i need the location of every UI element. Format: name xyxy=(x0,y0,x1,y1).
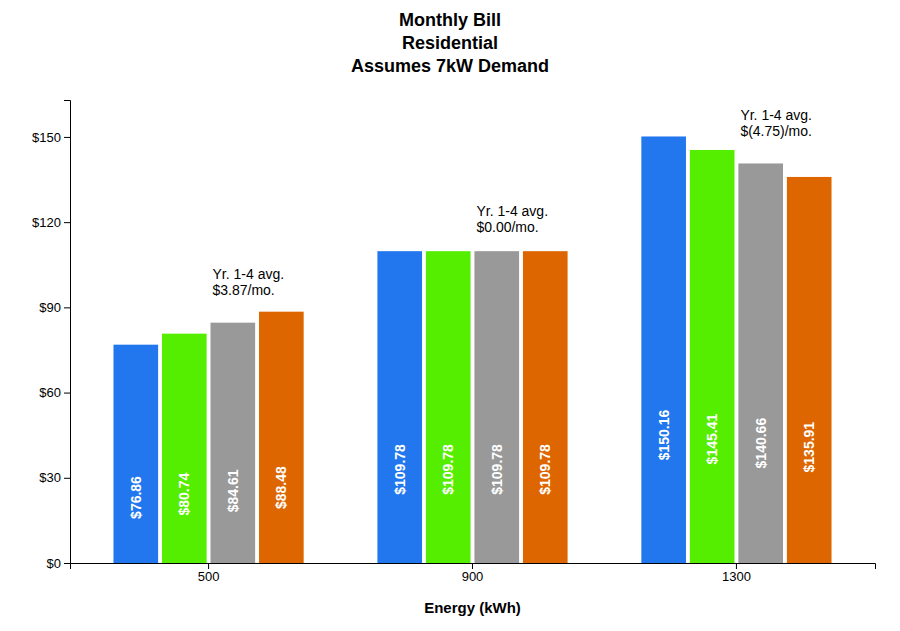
y-axis-line xyxy=(64,101,71,564)
data-label: $109.78 xyxy=(440,444,456,495)
x-tick-mark xyxy=(208,563,209,569)
bar xyxy=(162,334,207,563)
y-tick: $90 xyxy=(39,300,70,315)
x-axis-line xyxy=(71,564,876,570)
bar xyxy=(474,251,519,563)
y-tick-label: $120 xyxy=(32,215,61,230)
x-tick: 1300 xyxy=(722,563,751,584)
bar xyxy=(787,177,832,563)
data-label: $80.74 xyxy=(176,473,192,516)
bars xyxy=(113,136,831,563)
x-tick: 900 xyxy=(462,563,484,584)
bar xyxy=(523,251,568,563)
y-tick: $30 xyxy=(39,470,70,485)
bar xyxy=(259,312,304,563)
x-tick-label: 500 xyxy=(198,569,220,584)
y-tick-mark xyxy=(64,137,70,138)
data-label: $109.78 xyxy=(489,444,505,495)
y-axis: $0 $30 $60 $90 $120 $150 xyxy=(32,101,70,571)
data-label: $145.41 xyxy=(704,414,720,465)
data-label: $140.66 xyxy=(753,418,769,469)
x-tick-mark xyxy=(736,563,737,569)
x-tick-label: 900 xyxy=(462,569,484,584)
y-tick-mark xyxy=(64,393,70,394)
y-tick-mark xyxy=(64,307,70,308)
bar xyxy=(738,163,783,563)
bar xyxy=(426,251,471,563)
bar xyxy=(690,150,735,563)
bar xyxy=(113,345,158,563)
data-label: $109.78 xyxy=(392,444,408,495)
bar xyxy=(641,136,686,563)
y-tick-mark xyxy=(64,478,70,479)
data-label: $109.78 xyxy=(537,444,553,495)
chart: Monthly BillResidentialAssumes 7kW Deman… xyxy=(0,0,900,631)
y-tick-label: $150 xyxy=(32,130,61,145)
y-tick-mark xyxy=(64,563,70,564)
x-tick-label: 1300 xyxy=(722,569,751,584)
annotations: Yr. 1-4 avg.$3.87/mo. Yr. 1-4 avg.$0.00/m… xyxy=(213,107,812,298)
y-tick: $150 xyxy=(32,130,70,145)
y-tick: $60 xyxy=(39,385,70,400)
x-tick: 500 xyxy=(198,563,220,584)
x-axis: 500 900 1300 xyxy=(71,563,876,584)
x-tick-mark xyxy=(472,563,473,569)
data-label: $135.91 xyxy=(801,422,817,473)
data-labels: $76.86 $109.78 $150.16 $80.74 $109.78 $145.41… xyxy=(128,410,817,519)
y-tick-label: $0 xyxy=(47,556,61,571)
annotation: Yr. 1-4 avg.$0.00/mo. xyxy=(476,203,548,235)
data-label: $88.48 xyxy=(273,466,289,509)
title: Monthly BillResidentialAssumes 7kW Deman… xyxy=(351,10,549,76)
plot: $76.86 $109.78 $150.16 $80.74 $109.78 $145.41… xyxy=(32,101,875,585)
bar xyxy=(211,323,256,563)
y-tick: $0 xyxy=(47,556,70,571)
x-axis-title: Energy (kWh) xyxy=(424,599,521,616)
data-label: $150.16 xyxy=(656,410,672,461)
bar xyxy=(377,251,422,563)
y-tick: $120 xyxy=(32,215,70,230)
data-label: $84.61 xyxy=(225,469,241,512)
y-tick-label: $30 xyxy=(39,470,61,485)
y-tick-label: $90 xyxy=(39,300,61,315)
data-label: $76.86 xyxy=(128,476,144,519)
annotation: Yr. 1-4 avg.$3.87/mo. xyxy=(213,266,285,298)
annotation: Yr. 1-4 avg.$(4.75)/mo. xyxy=(740,107,812,139)
y-tick-label: $60 xyxy=(39,385,61,400)
y-tick-mark xyxy=(64,222,70,223)
